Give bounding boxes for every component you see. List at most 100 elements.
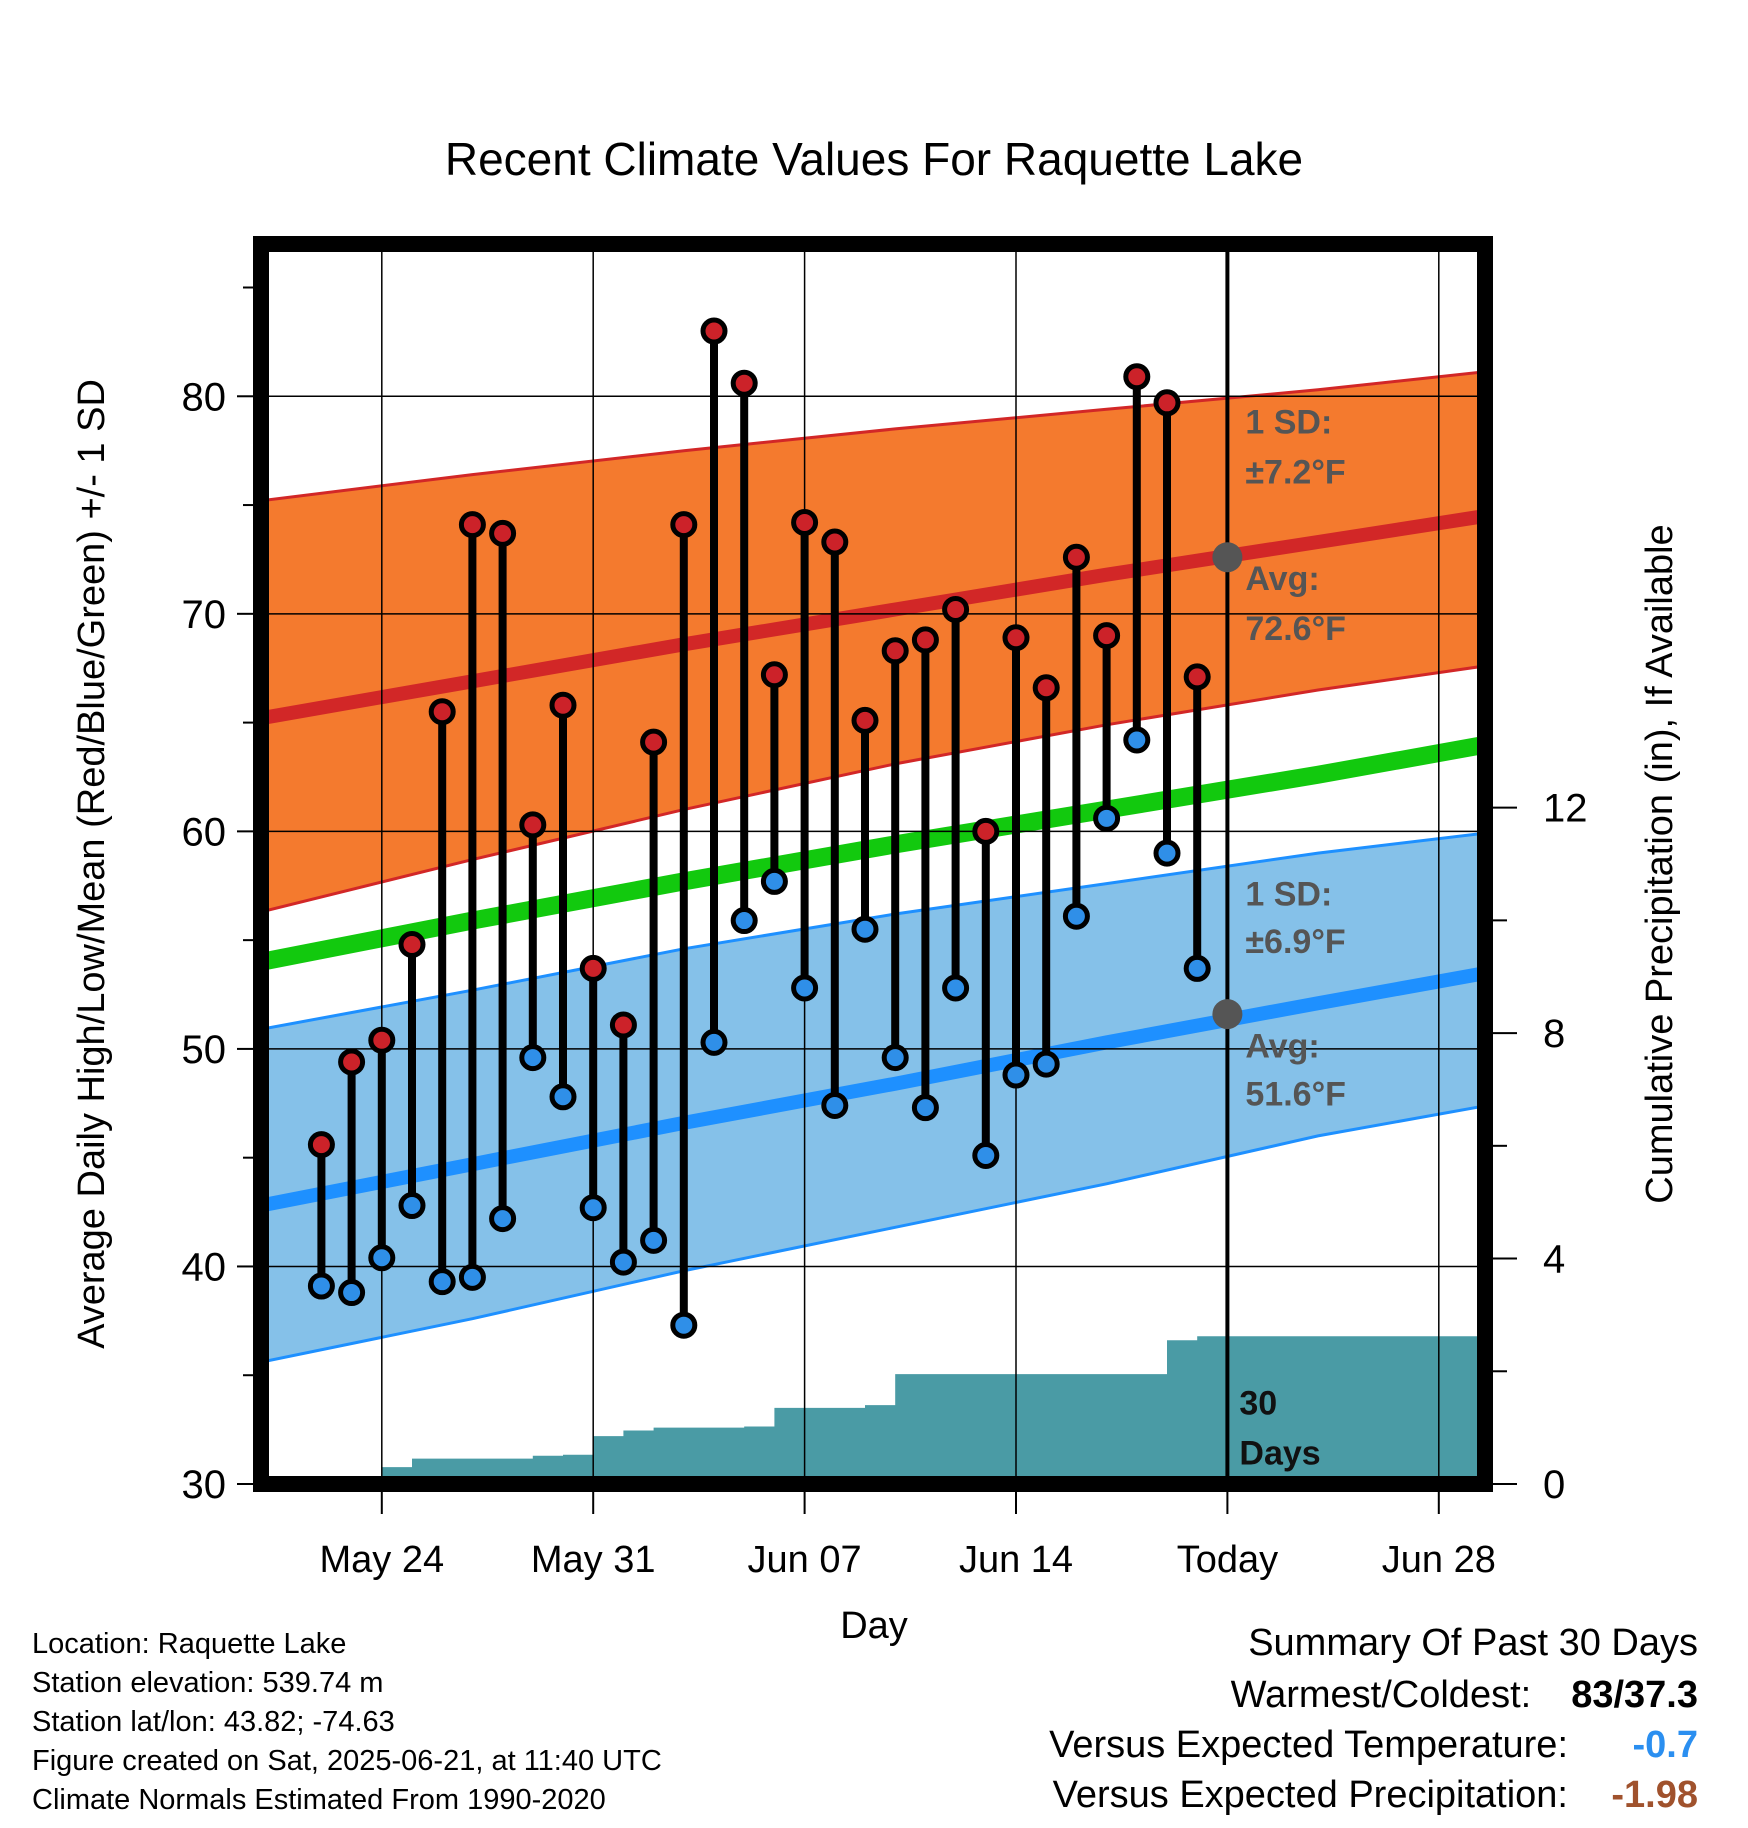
observed-high-point <box>428 698 456 726</box>
observed-low-point <box>398 1192 426 1220</box>
observed-high-point <box>1183 663 1211 691</box>
chart-title: Recent Climate Values For Raquette Lake <box>445 133 1303 185</box>
observed-high-point <box>760 661 788 689</box>
observed-low-point <box>972 1142 1000 1170</box>
observed-low-point <box>1032 1050 1060 1078</box>
x-tick-label: Today <box>1177 1539 1278 1581</box>
high-avg-value: 72.6°F <box>1245 610 1346 648</box>
observed-low-point <box>1062 902 1090 930</box>
observed-high-point <box>1032 674 1060 702</box>
low-sd-band-lower-edge <box>261 1104 1485 1364</box>
observed-low-point <box>1183 954 1211 982</box>
high-sd-band-upper-edge <box>261 370 1485 503</box>
footer-created: Figure created on Sat, 2025-06-21, at 11… <box>32 1745 662 1777</box>
observed-high-point <box>368 1026 396 1054</box>
y-tick-label: 50 <box>182 1028 227 1072</box>
observed-high-point <box>579 954 607 982</box>
observed-low-point <box>670 1311 698 1339</box>
observed-high-point <box>942 595 970 623</box>
low-sd-label: 1 SD: <box>1245 875 1332 913</box>
y-tick-label: 30 <box>182 1463 227 1507</box>
observed-low-point <box>640 1226 668 1254</box>
high-sd-value: ±7.2°F <box>1245 453 1345 491</box>
y2-tick-label: 0 <box>1543 1463 1565 1507</box>
observed-high-point <box>1153 389 1181 417</box>
y-tick-label: 60 <box>182 810 227 854</box>
observed-low-point <box>1002 1061 1030 1089</box>
low-avg-label: Avg: <box>1245 1028 1319 1066</box>
observed-high-point <box>791 508 819 536</box>
observed-high-point <box>519 811 547 839</box>
observed-low-point <box>609 1248 637 1276</box>
low-sd-band <box>261 833 1485 1363</box>
observed-low-point <box>851 915 879 943</box>
y-tick-label: 70 <box>182 593 227 637</box>
observed-low-point <box>730 907 758 935</box>
plot-frame <box>253 236 1493 1492</box>
y-tick-label: 40 <box>182 1245 227 1289</box>
observed-low-point <box>428 1268 456 1296</box>
precip-label-days-word: Days <box>1239 1434 1320 1472</box>
observed-low-point <box>368 1244 396 1272</box>
low-avg-value: 51.6°F <box>1245 1075 1346 1113</box>
observed-low-point <box>1093 804 1121 832</box>
summary-warmest-value: 83/37.3 <box>1571 1674 1698 1716</box>
today-high-avg-marker <box>1212 542 1243 573</box>
summary-precip-value: -1.98 <box>1611 1774 1698 1816</box>
observed-high-point <box>398 930 426 958</box>
summary-precip-row: Versus Expected Precipitation: -1.98 <box>1053 1774 1698 1817</box>
observed-low-point <box>1153 839 1181 867</box>
observed-high-point <box>338 1048 366 1076</box>
observed-low-point <box>338 1279 366 1307</box>
observed-high-point <box>609 1011 637 1039</box>
plot-area <box>261 244 1485 1484</box>
observed-low-point <box>1123 726 1151 754</box>
summary-precip-label: Versus Expected Precipitation: <box>1052 1774 1568 1816</box>
observed-low-point <box>489 1205 517 1233</box>
observed-low-point <box>519 1044 547 1072</box>
observed-high-point <box>1123 363 1151 391</box>
precip-area <box>261 1336 1485 1484</box>
observed-high-point <box>549 691 577 719</box>
observed-high-point <box>851 706 879 734</box>
x-tick-label: May 31 <box>531 1539 656 1581</box>
x-tick-label: Jun 07 <box>748 1539 862 1581</box>
y2-tick-label: 12 <box>1543 787 1588 831</box>
observed-low-point <box>881 1044 909 1072</box>
summary-warmest-row: Warmest/Coldest: 83/37.3 <box>1231 1674 1698 1717</box>
observed-high-point <box>1062 543 1090 571</box>
observed-low-point <box>911 1094 939 1122</box>
observed-low-point <box>579 1194 607 1222</box>
observed-high-point <box>881 637 909 665</box>
observed-high-point <box>821 528 849 556</box>
observed-low-point <box>700 1028 728 1056</box>
observed-high-point <box>730 369 758 397</box>
observed-high-point <box>307 1131 335 1159</box>
observed-high-point <box>972 817 1000 845</box>
high-avg-label: Avg: <box>1245 560 1319 598</box>
observed-high-point <box>489 519 517 547</box>
summary-temp-value: -0.7 <box>1632 1724 1698 1766</box>
y2-tick-label: 4 <box>1543 1238 1565 1282</box>
observed-low-point <box>791 974 819 1002</box>
low-sd-value: ±6.9°F <box>1245 923 1345 961</box>
footer-normals: Climate Normals Estimated From 1990-2020 <box>32 1784 606 1816</box>
y-axis-label: Average Daily High/Low/Mean (Red/Blue/Gr… <box>71 379 113 1349</box>
observed-low-point <box>307 1272 335 1300</box>
summary-temp-row: Versus Expected Temperature: -0.7 <box>1049 1724 1698 1767</box>
observed-high-point <box>1002 624 1030 652</box>
y2-tick-label: 8 <box>1543 1012 1565 1056</box>
x-tick-label: Jun 14 <box>959 1539 1073 1581</box>
x-tick-label: May 24 <box>319 1539 444 1581</box>
y2-axis-label: Cumulative Precipitation (in), If Availa… <box>1639 524 1681 1203</box>
x-axis-label: Day <box>840 1605 908 1647</box>
x-tick-label: Jun 28 <box>1382 1539 1496 1581</box>
observed-high-point <box>670 511 698 539</box>
observed-high-point <box>640 728 668 756</box>
y-tick-label: 80 <box>182 375 227 419</box>
observed-low-point <box>942 974 970 1002</box>
observed-low-point <box>458 1263 486 1291</box>
observed-low-point <box>549 1083 577 1111</box>
summary-title: Summary Of Past 30 Days <box>1248 1622 1698 1664</box>
